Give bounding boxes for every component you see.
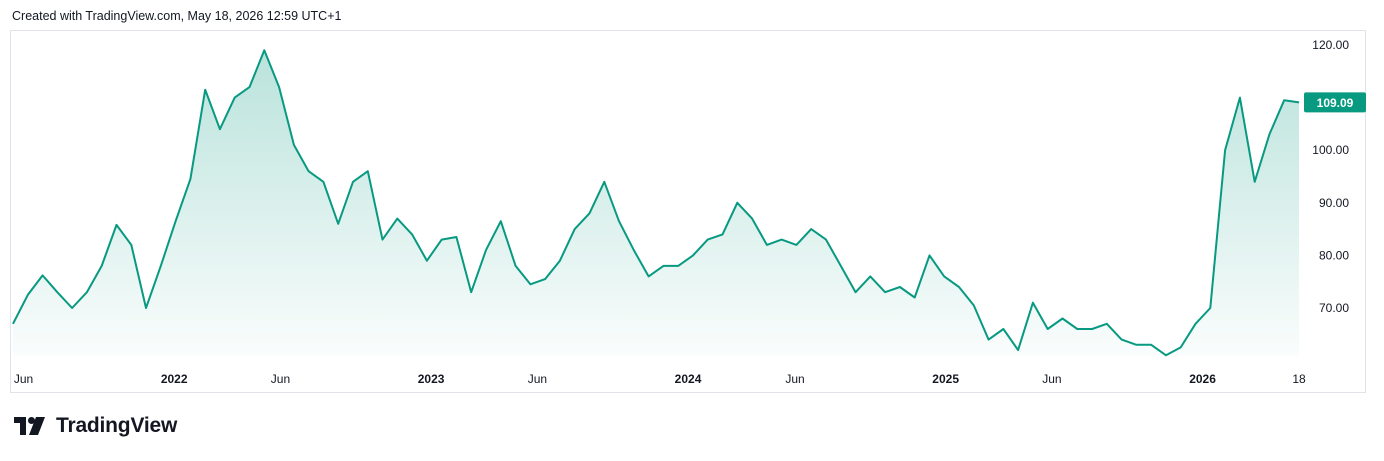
y-tick-label: 80.00 — [1319, 248, 1349, 262]
tradingview-logo-icon — [14, 417, 45, 435]
x-tick-label: 2026 — [1189, 372, 1216, 386]
x-tick-label: Jun — [271, 372, 290, 386]
created-with-caption: Created with TradingView.com, May 18, 20… — [12, 9, 342, 23]
price-area-chart[interactable]: Jun 2022 Jun 2023 Jun 2024 Jun 2025 Jun 2026 18 12… — [11, 31, 1367, 394]
tradingview-footer[interactable]: TradingView — [14, 414, 177, 438]
last-price-badge — [1304, 92, 1366, 113]
x-tick-label: Jun — [528, 372, 547, 386]
x-tick-label: Jun — [14, 372, 33, 386]
x-tick-label: Jun — [785, 372, 804, 386]
x-tick-label: Jun — [1042, 372, 1061, 386]
series-line — [12, 49, 1300, 357]
y-tick-label: 120.00 — [1312, 38, 1349, 52]
chart-frame[interactable]: Jun 2022 Jun 2023 Jun 2024 Jun 2025 Jun 2026 18 12… — [10, 30, 1366, 393]
x-tick-label: 18 — [1292, 372, 1306, 386]
tradingview-brand-label: TradingView — [56, 414, 178, 437]
x-tick-label: 2024 — [675, 372, 702, 386]
y-tick-label: 100.00 — [1312, 143, 1349, 157]
y-tick-label: 70.00 — [1319, 301, 1349, 315]
x-tick-label: 2025 — [932, 372, 959, 386]
y-tick-label: 90.00 — [1319, 196, 1349, 210]
series-area-fill — [13, 50, 1299, 357]
x-tick-label: 2022 — [161, 372, 188, 386]
last-price-label: 109.09 — [1317, 96, 1354, 110]
x-tick-label: 2023 — [418, 372, 445, 386]
